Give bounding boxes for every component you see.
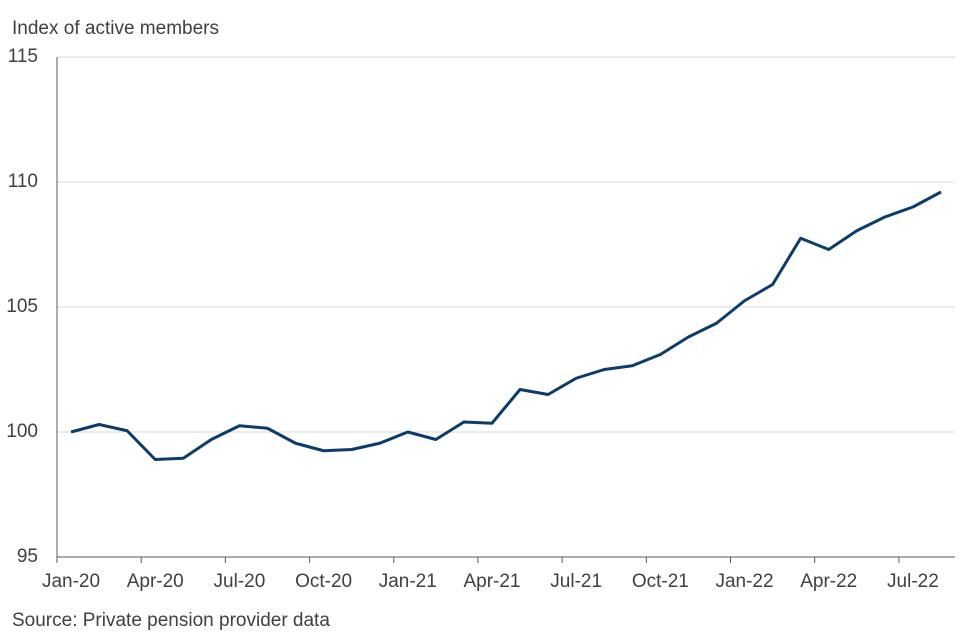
y-tick-label: 105 (6, 296, 38, 317)
x-tick-label: Oct-21 (632, 571, 689, 592)
x-tick-label: Jul-21 (550, 571, 602, 592)
y-tick-label: 110 (8, 171, 38, 192)
x-tick-label: Jul-22 (887, 571, 939, 592)
x-tick-label: Jan-21 (379, 571, 437, 592)
x-tick-label: Apr-21 (463, 571, 520, 592)
x-tick-label: Apr-20 (127, 571, 184, 592)
y-tick-label: 100 (6, 421, 38, 442)
x-tick-label: Jan-22 (715, 571, 773, 592)
x-tick-label: Oct-20 (295, 571, 352, 592)
data-line (70, 190, 942, 461)
y-tick-label: 95 (17, 546, 38, 567)
x-tick-label: Apr-22 (800, 571, 857, 592)
y-axis-label: Index of active members (12, 18, 219, 39)
x-tick-label: Jan-20 (42, 571, 100, 592)
source-note: Source: Private pension provider data (12, 610, 330, 631)
y-tick-label: 115 (8, 46, 38, 67)
x-tick-label: Jul-20 (214, 571, 266, 592)
